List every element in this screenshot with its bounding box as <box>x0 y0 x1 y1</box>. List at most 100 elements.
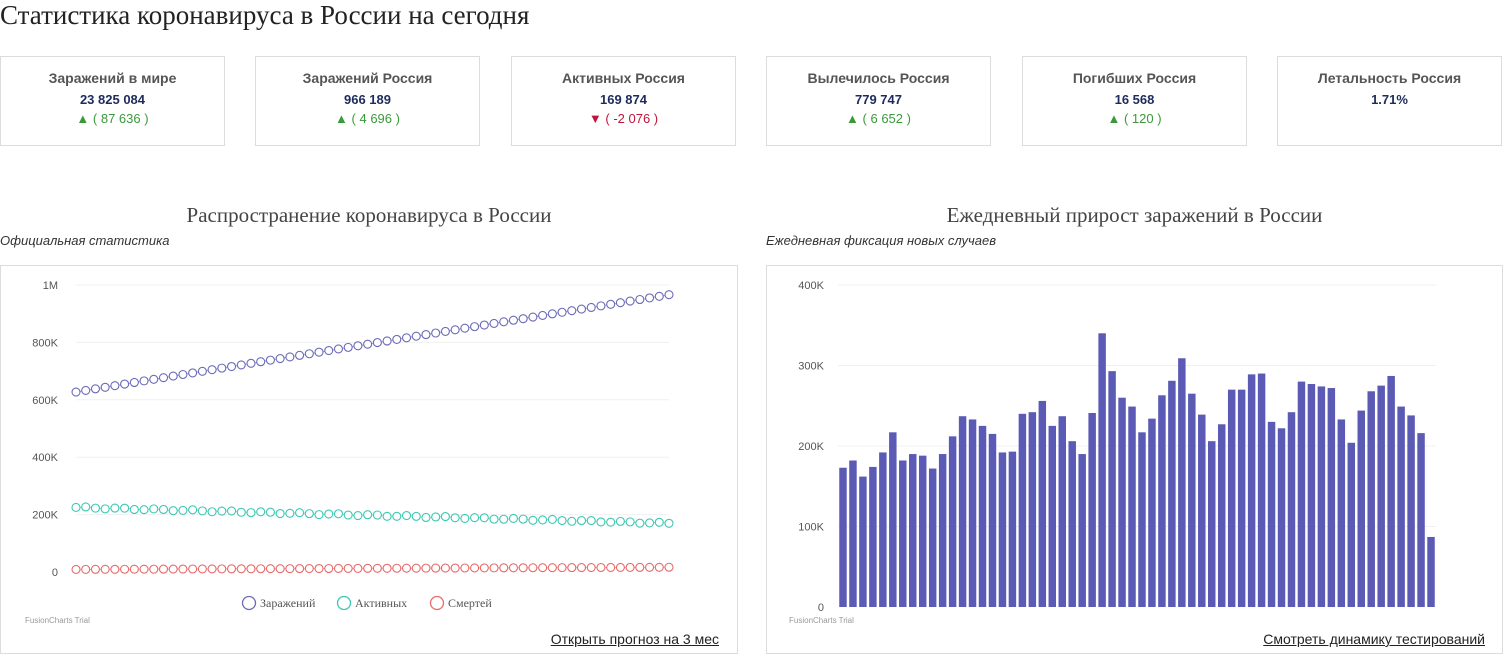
bar <box>1018 413 1027 607</box>
page-title: Статистика коронавируса в России на сего… <box>0 0 530 30</box>
data-point <box>256 357 266 367</box>
arrow-up-icon: ▲ <box>1107 111 1121 126</box>
data-point <box>81 385 91 396</box>
data-point <box>518 514 528 524</box>
data-point <box>314 510 324 520</box>
data-point <box>460 563 470 573</box>
data-point <box>654 517 664 527</box>
data-point <box>120 503 130 513</box>
data-point <box>324 346 334 356</box>
forecast-link[interactable]: Открыть прогноз на 3 мес <box>550 631 719 647</box>
data-point <box>100 564 110 574</box>
legend-label: Заражений <box>260 596 316 610</box>
data-point <box>508 513 519 524</box>
arrow-up-icon: ▲ <box>846 111 859 126</box>
data-point <box>246 564 256 574</box>
data-point <box>664 562 674 572</box>
data-point <box>615 516 625 526</box>
data-point <box>71 387 81 397</box>
bar <box>1287 412 1296 607</box>
bar <box>1048 425 1057 607</box>
data-point <box>236 507 246 517</box>
data-point <box>596 562 606 573</box>
arrow-down-icon: ▼ <box>588 111 602 126</box>
data-point <box>81 564 91 574</box>
bar <box>879 452 887 607</box>
bar <box>1168 380 1176 607</box>
data-point <box>81 502 91 512</box>
data-point <box>158 564 169 574</box>
bar <box>1227 389 1236 607</box>
data-point <box>489 514 499 524</box>
data-point <box>110 503 120 513</box>
data-point <box>197 564 207 574</box>
data-point <box>333 563 344 574</box>
data-point <box>479 563 489 573</box>
data-point <box>576 304 587 314</box>
data-point <box>333 344 344 354</box>
data-point <box>606 299 616 309</box>
data-point <box>547 309 557 319</box>
bar <box>928 468 937 607</box>
data-point <box>615 562 625 572</box>
bar <box>1277 428 1286 607</box>
y-tick-label: 200K <box>798 441 824 453</box>
data-point <box>120 564 130 574</box>
bar <box>1178 358 1186 607</box>
data-point <box>528 515 538 525</box>
legend-label: Активных <box>355 596 407 610</box>
data-point <box>295 564 305 574</box>
data-point <box>450 325 460 335</box>
data-point <box>547 563 557 573</box>
data-point <box>372 563 382 573</box>
y-tick-label: 800K <box>32 337 58 349</box>
bar <box>1327 388 1336 607</box>
data-point <box>333 509 344 519</box>
data-point <box>625 296 635 306</box>
data-point <box>275 564 285 574</box>
y-tick-label: 200K <box>32 510 58 522</box>
bar <box>1058 416 1066 607</box>
bar <box>1247 374 1256 607</box>
data-point <box>499 514 509 524</box>
data-point <box>246 358 256 368</box>
data-point <box>499 563 509 573</box>
data-point <box>586 516 596 526</box>
stat-card-russia-active: Активных Россия 169 874 ▼ ( -2 076 ) <box>511 56 736 146</box>
testing-dynamics-link[interactable]: Смотреть динамику тестирований <box>1263 631 1485 647</box>
fusioncharts-trial-label: FusionCharts Trial <box>789 616 854 625</box>
data-point <box>431 563 441 573</box>
data-point <box>489 318 499 328</box>
card-title: Активных Россия <box>562 70 685 86</box>
data-point <box>528 312 538 322</box>
data-point <box>606 562 616 573</box>
data-point <box>411 563 421 573</box>
data-point <box>149 564 159 574</box>
arrow-up-icon: ▲ <box>335 111 348 126</box>
bar <box>918 455 927 607</box>
data-point <box>528 563 538 573</box>
data-point <box>71 564 81 574</box>
data-point <box>567 516 577 526</box>
data-point <box>149 504 159 514</box>
data-point <box>411 331 421 341</box>
data-point <box>265 507 275 517</box>
card-title: Заражений Россия <box>302 70 433 86</box>
bar <box>1208 441 1216 607</box>
data-point <box>90 564 100 574</box>
data-point <box>324 509 334 519</box>
bar <box>1028 412 1037 607</box>
data-point <box>226 506 237 516</box>
data-point <box>401 563 412 573</box>
bar <box>1088 412 1096 607</box>
data-point <box>635 562 645 572</box>
bar <box>1217 424 1226 607</box>
data-point <box>207 564 217 574</box>
card-value: 169 874 <box>600 92 647 107</box>
data-point <box>401 333 412 343</box>
data-point <box>188 368 198 378</box>
data-point <box>479 320 489 330</box>
data-point <box>100 382 110 392</box>
y-tick-label: 400K <box>798 280 824 292</box>
data-point <box>586 562 596 573</box>
